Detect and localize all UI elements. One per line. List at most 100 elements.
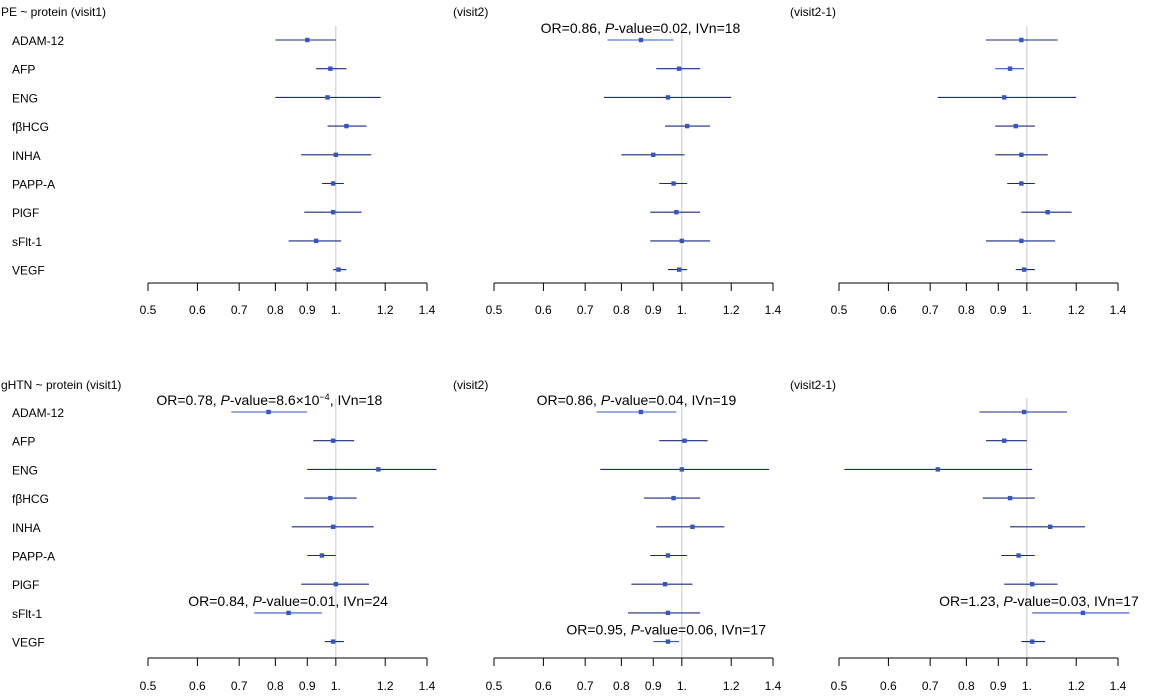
or-point <box>330 210 336 215</box>
protein-label: INHA <box>12 521 41 535</box>
x-tick-label: 1. <box>1022 679 1032 693</box>
x-tick-label: 0.7 <box>231 679 248 693</box>
or-point <box>1029 582 1035 587</box>
panel-title: gHTN ~ protein (visit1) <box>1 378 121 392</box>
protein-label: AFP <box>12 63 35 77</box>
x-tick-label: 0.6 <box>880 303 897 317</box>
x-tick-label: 0.6 <box>189 679 206 693</box>
forest-panel-6: (visit2-1) 0.5 0.6 0.7 0.8 0.9 1. 1.2 1.4 OR=1.23… <box>790 378 1139 693</box>
x-tick-label: 0.7 <box>577 679 594 693</box>
or-point <box>286 610 291 616</box>
protein-label: sFlt-1 <box>12 607 42 621</box>
forest-panel-4: gHTN ~ protein (visit1) 0.5 0.6 0.7 0.8 0.9 1.… <box>1 378 437 693</box>
or-annotation: OR=0.78, P-value=8.6×10−4, IVn=18 <box>156 392 382 408</box>
or-annotation: OR=0.84, P-value=0.01, IVn=24 <box>188 593 388 609</box>
x-tick-label: 0.5 <box>831 303 848 317</box>
protein-label: ENG <box>12 91 38 105</box>
or-point <box>330 639 336 644</box>
or-point <box>313 238 319 244</box>
x-tick-label: 1. <box>1022 303 1032 317</box>
x-tick-label: 0.9 <box>990 679 1007 693</box>
or-point <box>1002 438 1007 443</box>
x-tick-label: 0.8 <box>958 679 975 693</box>
protein-label: fβHCG <box>12 120 49 134</box>
or-point <box>1019 181 1024 186</box>
x-tick-label: 0.6 <box>880 679 897 693</box>
protein-label: PlGF <box>12 206 39 220</box>
x-tick-label: 1. <box>677 679 687 693</box>
or-point <box>1019 238 1024 244</box>
x-tick-label: 0.6 <box>535 679 552 693</box>
protein-label: VEGF <box>12 264 45 278</box>
panel-title: (visit2) <box>453 378 488 392</box>
protein-label: INHA <box>12 149 41 163</box>
panel-title: (visit2-1) <box>790 378 836 392</box>
x-tick-label: 0.8 <box>958 303 975 317</box>
x-tick-label: 0.9 <box>299 679 316 693</box>
or-annotation: OR=0.86, P-value=0.04, IVn=19 <box>537 392 737 408</box>
or-point <box>1019 37 1024 43</box>
or-point <box>679 238 685 244</box>
x-tick-label: 1.4 <box>1110 679 1127 693</box>
or-point <box>376 467 381 472</box>
or-point <box>1019 152 1024 157</box>
x-tick-label: 0.9 <box>645 303 662 317</box>
x-tick-label: 1.2 <box>377 679 394 693</box>
x-tick-label: 1.4 <box>765 679 782 693</box>
or-point <box>679 467 685 472</box>
x-tick-label: 1.2 <box>1068 303 1085 317</box>
or-point <box>935 467 941 472</box>
x-tick-label: 0.5 <box>140 679 157 693</box>
or-point <box>684 123 690 129</box>
or-point <box>665 639 671 644</box>
or-point <box>266 409 271 415</box>
or-point <box>690 524 695 529</box>
or-point <box>325 95 330 100</box>
or-point <box>676 267 682 272</box>
protein-label: PlGF <box>12 578 39 592</box>
panel-title: PE ~ protein (visit1) <box>1 5 106 19</box>
or-point <box>638 37 644 43</box>
panel-title: (visit2) <box>453 5 488 19</box>
forest-panel-5: (visit2) 0.5 0.6 0.7 0.8 0.9 1. 1.2 1.4 OR=0.86, … <box>453 378 782 693</box>
x-tick-label: 0.7 <box>577 303 594 317</box>
or-point <box>1045 210 1050 215</box>
or-point <box>336 267 341 272</box>
or-point <box>1021 267 1027 272</box>
x-tick-label: 0.6 <box>189 303 206 317</box>
protein-label: fβHCG <box>12 492 49 506</box>
or-point <box>330 438 336 443</box>
or-point <box>1080 610 1086 616</box>
or-point <box>328 495 333 501</box>
or-point <box>665 95 671 100</box>
x-tick-label: 1.2 <box>723 303 740 317</box>
x-tick-label: 1.4 <box>765 303 782 317</box>
protein-label: sFlt-1 <box>12 235 42 249</box>
x-tick-label: 1.4 <box>419 679 436 693</box>
or-annotation: OR=1.23, P-value=0.03, IVn=17 <box>939 593 1139 609</box>
panel-title: (visit2-1) <box>790 5 836 19</box>
x-tick-label: 1.4 <box>1110 303 1127 317</box>
protein-label: ADAM-12 <box>12 406 64 420</box>
or-point <box>674 210 679 215</box>
x-tick-label: 0.8 <box>267 679 284 693</box>
or-annotation: OR=0.86, P-value=0.02, IVn=18 <box>541 20 741 36</box>
or-point <box>1016 553 1021 558</box>
x-tick-label: 1. <box>331 303 341 317</box>
or-point <box>328 66 333 71</box>
x-tick-label: 1.2 <box>1068 679 1085 693</box>
or-point <box>671 495 676 501</box>
or-point <box>662 582 668 587</box>
or-point <box>665 610 671 616</box>
or-point <box>330 181 336 186</box>
or-point <box>1007 495 1013 501</box>
or-point <box>1002 95 1007 100</box>
x-tick-label: 0.8 <box>613 679 630 693</box>
or-point <box>682 438 687 443</box>
x-tick-label: 1. <box>677 303 687 317</box>
or-point <box>1047 524 1053 529</box>
x-tick-label: 0.5 <box>486 679 503 693</box>
or-annotation: OR=0.95, P-value=0.06, IVn=17 <box>566 622 766 638</box>
or-point <box>333 582 339 587</box>
